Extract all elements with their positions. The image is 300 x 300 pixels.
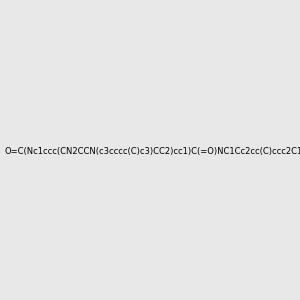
Text: O=C(Nc1ccc(CN2CCN(c3cccc(C)c3)CC2)cc1)C(=O)NC1Cc2cc(C)ccc2C1: O=C(Nc1ccc(CN2CCN(c3cccc(C)c3)CC2)cc1)C(… [4,147,300,156]
